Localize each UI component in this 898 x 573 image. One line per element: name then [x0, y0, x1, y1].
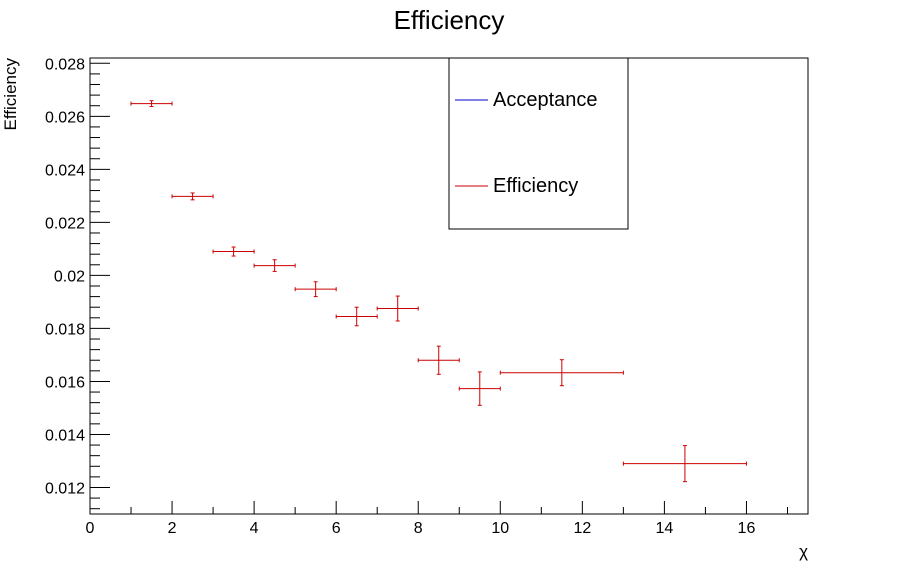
- x-tick-label: 10: [491, 520, 509, 537]
- data-point: [171, 192, 214, 201]
- y-tick-label: 0.024: [45, 162, 85, 179]
- y-tick-label: 0.02: [54, 268, 85, 285]
- legend-box: [448, 57, 629, 230]
- y-axis: 0.012 0.014 0.016 0.018 0.02 0.022 0.024 0.026 0…: [45, 56, 110, 510]
- y-axis-label: Efficiency: [1, 58, 20, 131]
- y-tick-label: 0.016: [45, 374, 85, 391]
- data-point: [335, 306, 378, 327]
- legend: Acceptance Efficiency: [448, 57, 629, 230]
- x-tick-label: 14: [656, 520, 674, 537]
- y-tick-label: 0.012: [45, 480, 85, 497]
- data-point: [458, 371, 501, 406]
- y-tick-label: 0.026: [45, 109, 85, 126]
- data-point: [294, 281, 337, 298]
- x-tick-label: 2: [168, 520, 177, 537]
- data-point: [253, 259, 296, 272]
- x-tick-label: 12: [573, 520, 591, 537]
- y-tick-label: 0.028: [45, 56, 85, 73]
- legend-efficiency-label: Efficiency: [493, 175, 578, 197]
- data-point: [376, 295, 419, 322]
- y-tick-label: 0.014: [45, 427, 85, 444]
- data-point: [212, 246, 255, 257]
- x-tick-label: 6: [332, 520, 341, 537]
- legend-acceptance-label: Acceptance: [493, 89, 598, 111]
- x-tick-label: 8: [414, 520, 423, 537]
- data-point: [622, 445, 747, 483]
- x-tick-label: 16: [738, 520, 756, 537]
- data-point: [417, 345, 460, 375]
- x-axis: 0 2 4 6 8 10 12 14 16: [86, 501, 788, 537]
- x-tick-label: 4: [250, 520, 259, 537]
- y-tick-label: 0.022: [45, 215, 85, 232]
- chart-title: Efficiency: [394, 5, 505, 35]
- data-point: [499, 359, 624, 387]
- x-tick-label: 0: [86, 520, 95, 537]
- y-tick-label: 0.018: [45, 321, 85, 338]
- x-axis-label: χ: [799, 542, 808, 561]
- efficiency-series: [130, 100, 747, 483]
- data-point: [130, 100, 173, 108]
